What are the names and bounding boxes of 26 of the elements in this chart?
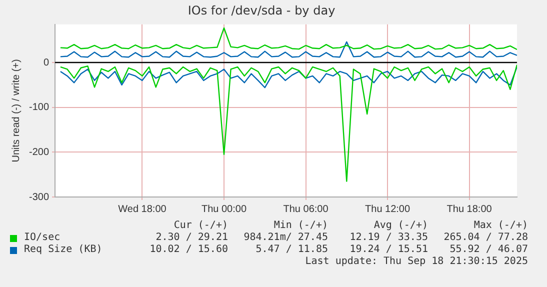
y-tick-label: 0: [43, 57, 50, 68]
text: 10.02 / 15.60: [148, 244, 228, 256]
text: Avg (-/+): [372, 220, 428, 232]
text: Max (-/+): [472, 220, 528, 232]
legend-label: IO/sec: [24, 232, 60, 244]
text: 19.24 / 15.51: [348, 244, 428, 256]
y-tick-label: -100: [29, 102, 50, 114]
x-tick-label: Thu 00:00: [201, 204, 247, 215]
text: 984.21m/ 27.45: [242, 232, 328, 244]
text: 55.92 / 46.07: [448, 244, 528, 256]
text: Cur (-/+): [172, 220, 228, 232]
y-tick-label: -300: [29, 192, 50, 203]
text: 265.04 / 77.28: [442, 232, 528, 244]
text: 5.47 / 11.85: [254, 244, 328, 256]
x-tick-label: Wed 18:00: [118, 204, 167, 215]
chart-title: IOs for /dev/sda - by day: [188, 3, 336, 18]
x-tick-label: Thu 12:00: [365, 204, 410, 215]
legend-label: Req Size (KB): [24, 244, 102, 256]
text: Min (-/+): [272, 220, 328, 232]
y-tick-label: -200: [29, 146, 50, 158]
text: 12.19 / 33.35: [348, 232, 428, 244]
text: 2.30 / 29.21: [154, 232, 228, 244]
x-tick-label: Thu 06:00: [283, 204, 329, 215]
y-axis-title: Units read (-) / write (+): [10, 59, 22, 162]
x-tick-label: Thu 18:00: [446, 204, 492, 215]
text: Last update: Thu Sep 18 21:30:15 2025: [304, 256, 528, 268]
